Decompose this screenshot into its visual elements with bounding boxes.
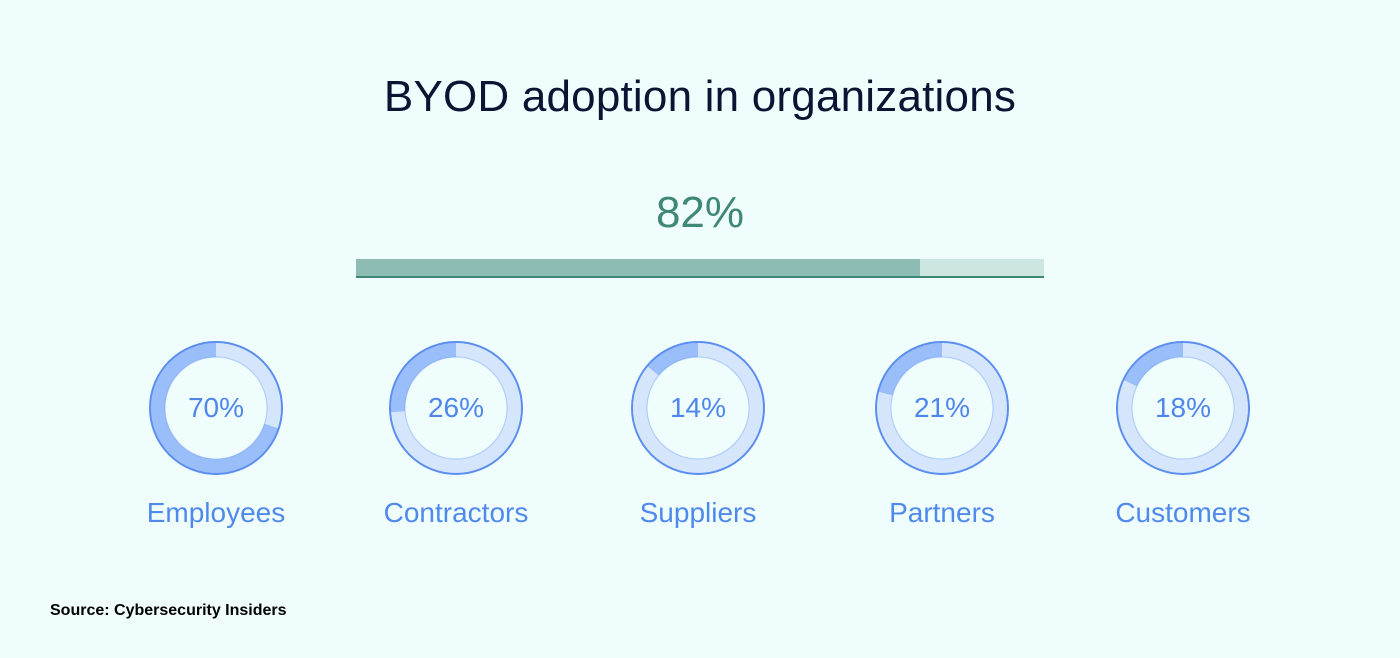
donut-slice (647, 343, 699, 376)
donut-inner-edge (1131, 356, 1235, 460)
donut-outline (1116, 341, 1250, 475)
source-note: Source: Cybersecurity Insiders (50, 602, 287, 619)
donut-inner-edge (404, 356, 508, 460)
overall-adoption-value: 82% (655, 188, 745, 237)
overall-adoption-bar (356, 259, 1044, 278)
donut-slice (151, 343, 278, 473)
donut-value: 21% (913, 392, 971, 423)
donut-outline (875, 341, 1009, 475)
donut-label: Contractors (383, 497, 529, 528)
overall-adoption-bar-fill (356, 259, 921, 276)
donut-slice (391, 343, 457, 413)
donut-outline (631, 341, 765, 475)
donut-label: Customers (1115, 497, 1251, 528)
donut-value: 70% (187, 392, 245, 423)
donut-value: 26% (427, 392, 485, 423)
donut-inner-edge (646, 356, 750, 460)
donut-outline (389, 341, 523, 475)
donut-label: Employees (146, 497, 286, 528)
donut-label: Suppliers (639, 497, 757, 528)
donut-slice (1124, 343, 1184, 387)
donut-slice (879, 343, 943, 396)
donut-outline (149, 341, 283, 475)
donut-value: 18% (1154, 392, 1212, 423)
donut-inner-edge (890, 356, 994, 460)
donut-value: 14% (669, 392, 727, 423)
donut-label: Partners (889, 497, 995, 528)
chart-title: BYOD adoption in organizations (383, 72, 1017, 121)
donut-inner-edge (164, 356, 268, 460)
